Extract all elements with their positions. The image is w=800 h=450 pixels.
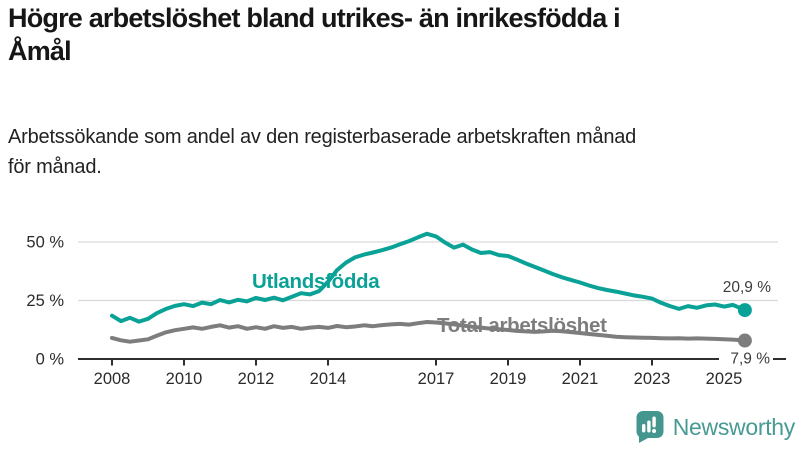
x-tick-label: 2014 — [310, 370, 347, 388]
chart-subtitle: Arbetssökande som andel av den registerb… — [8, 122, 792, 182]
series-line-utlandsfodda — [110, 231, 747, 324]
x-tick-label: 2021 — [562, 370, 599, 388]
y-tick-label: 50 % — [26, 234, 64, 252]
chart-subtitle-line1: Arbetssökande som andel av den registerb… — [8, 126, 637, 148]
x-tick-label: 2019 — [490, 370, 527, 388]
series-label-utlandsfodda: Utlandsfödda — [252, 270, 380, 293]
x-tick-label: 2012 — [238, 370, 275, 388]
chart-subtitle-line2: för månad. — [8, 156, 102, 178]
end-value-label-utlandsfodda: 20,9 % — [723, 279, 771, 296]
x-tick-label: 2017 — [418, 370, 455, 388]
x-tick-label: 2025 — [706, 370, 743, 388]
y-tick-label: 25 % — [26, 292, 64, 310]
chart-title-line1: Högre arbetslöshet bland utrikes- än inr… — [8, 3, 621, 33]
newsworthy-logo[interactable]: Newsworthy — [635, 409, 795, 445]
end-label-mask — [719, 350, 773, 367]
end-dot-utlandsfodda — [737, 303, 752, 318]
chart-title-line2: Åmål — [8, 35, 72, 66]
series-line-total — [110, 320, 747, 344]
end-value-label-total: 7,9 % — [730, 351, 770, 368]
chart-title: Högre arbetslöshet bland utrikes- än inr… — [8, 2, 792, 68]
newsworthy-icon — [636, 411, 664, 443]
newsworthy-logo-text: Newsworthy — [672, 413, 796, 440]
y-tick-label: 0 % — [36, 351, 65, 369]
series-label-total: Total arbetslöshet — [437, 314, 607, 337]
end-dot-total — [737, 333, 752, 348]
x-tick-label: 2023 — [634, 370, 671, 388]
x-tick-label: 2008 — [94, 370, 131, 388]
x-tick-label: 2010 — [166, 370, 203, 388]
